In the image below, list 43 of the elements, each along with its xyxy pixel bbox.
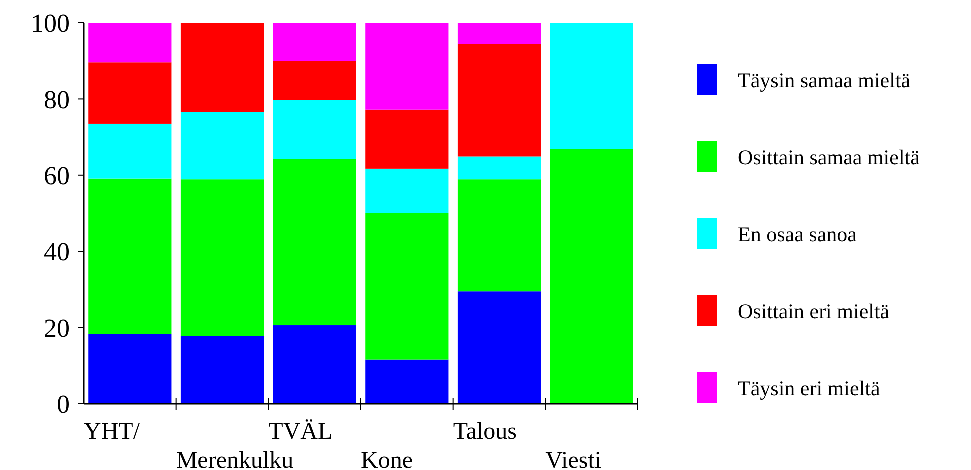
x-tick-label: Kone	[361, 448, 413, 470]
x-tick-label: TVÄL	[268, 419, 333, 445]
x-tick-label: Viesti	[546, 448, 602, 470]
bar	[458, 180, 542, 292]
bar	[180, 336, 264, 404]
bar	[366, 110, 449, 169]
y-tick-label: 80	[44, 85, 70, 114]
y-tick-label: 0	[57, 390, 70, 420]
bar	[458, 292, 542, 404]
bar	[366, 23, 449, 110]
bar	[366, 213, 449, 360]
legend-label: En osaa sanoa	[738, 222, 858, 246]
legend-label: Osittain samaa mieltä	[738, 145, 921, 170]
bar	[550, 23, 634, 150]
bar	[180, 180, 264, 336]
bar	[550, 149, 634, 404]
x-tick-label: Merenkulku	[176, 448, 294, 470]
bar	[273, 61, 356, 100]
bar	[273, 326, 356, 404]
bar	[366, 168, 449, 214]
bar	[458, 23, 542, 44]
legend-label: Osittain eri mieltä	[738, 299, 890, 324]
bar	[366, 360, 449, 404]
bar	[273, 100, 356, 160]
y-tick-label: 100	[31, 9, 70, 38]
y-tick-label: 20	[44, 314, 70, 343]
bar	[88, 23, 172, 63]
bar	[458, 44, 542, 157]
legend-label: Täysin samaa mieltä	[738, 68, 912, 92]
bar	[180, 112, 264, 180]
y-tick-label: 40	[44, 238, 70, 267]
bar	[88, 124, 172, 179]
bar	[88, 334, 172, 404]
bar	[180, 23, 264, 112]
y-tick-label: 60	[44, 162, 70, 190]
bar	[273, 159, 356, 326]
legend-label: Täysin eri mieltä	[738, 376, 881, 400]
bar	[458, 156, 542, 180]
bar	[88, 62, 172, 124]
bar	[88, 178, 172, 334]
bar	[273, 23, 356, 62]
x-tick-label: Talous	[453, 419, 517, 445]
x-tick-label: YHT/	[84, 419, 140, 445]
